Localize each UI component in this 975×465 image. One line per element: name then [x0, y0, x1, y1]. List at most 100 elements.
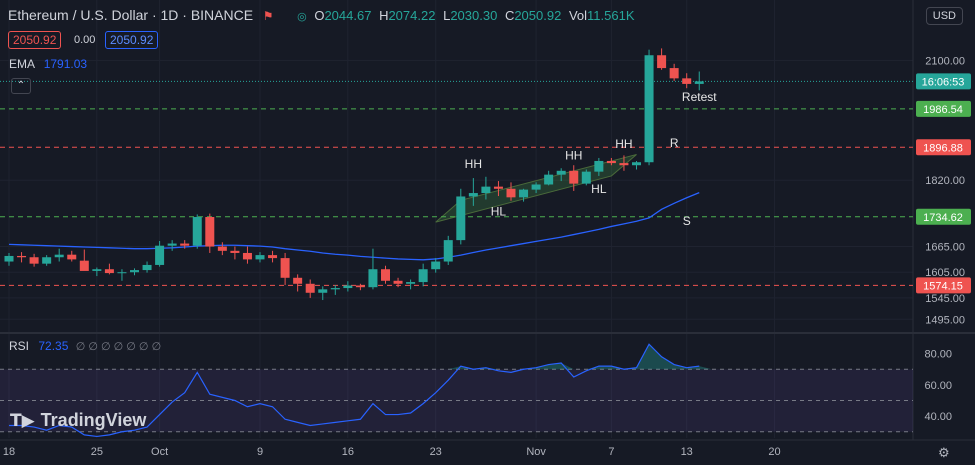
buy-button[interactable]: 2050.92 [105, 31, 159, 49]
level-label: 1734.62 [923, 212, 963, 224]
level-label-bg [916, 139, 971, 156]
ema-value: 1791.03 [43, 57, 88, 71]
candle-body [54, 254, 64, 258]
annotation-hl: HL [591, 182, 607, 196]
candle-body [418, 269, 428, 283]
candle-body [456, 196, 466, 241]
candle-body [393, 280, 403, 284]
time-label-bg [916, 73, 971, 90]
rsi-value: 72.35 [38, 339, 69, 353]
date-axis-label: 13 [681, 446, 693, 458]
market-status-icon: ◎ [297, 11, 307, 23]
candle-body [330, 288, 340, 290]
candle-body [117, 272, 127, 274]
candle-body [230, 250, 240, 253]
flag-icon[interactable]: ⚑ [262, 9, 274, 23]
date-axis-label: Oct [151, 446, 168, 458]
candle-body [92, 269, 102, 271]
sell-button[interactable]: 2050.92 [8, 31, 62, 49]
level-label: 1896.88 [923, 142, 963, 154]
level-label: 1574.15 [923, 280, 963, 292]
candle-body [79, 260, 89, 271]
candle-body [104, 269, 114, 274]
symbol-title[interactable]: Ethereum / U.S. Dollar · 1D · BINANCE [8, 7, 254, 23]
price-axis-label: 1820.00 [925, 175, 965, 187]
candle-body [318, 289, 328, 293]
candle-body [493, 186, 503, 189]
collapse-legend-icon[interactable]: ⌃ [11, 78, 31, 94]
candle-body [280, 258, 290, 278]
candle-body [368, 269, 378, 288]
countdown-label: 16:06:53 [922, 76, 965, 88]
candle-body [544, 174, 554, 185]
price-axis-label: 1495.00 [925, 314, 965, 326]
ema-legend[interactable]: EMA 1791.03 [9, 57, 87, 71]
candle-body [443, 240, 453, 262]
low-label: L [443, 8, 451, 23]
tradingview-logo[interactable]: 𝗧▶ TradingView [10, 410, 146, 431]
price-axis-label: 2100.00 [925, 55, 965, 67]
ema-line [8, 192, 700, 261]
candle-body [130, 270, 139, 273]
candle-body [619, 163, 629, 166]
candle-body [556, 170, 566, 175]
spread-value: 0.00 [74, 34, 96, 46]
date-axis-label: 9 [257, 446, 263, 458]
date-axis-label: 7 [608, 446, 614, 458]
candle-body [468, 193, 478, 197]
annotation-hh: HH [565, 149, 582, 163]
candle-body [29, 257, 39, 264]
currency-select[interactable]: USD [925, 7, 963, 25]
annotation-s: S [683, 214, 691, 228]
candle-body [155, 245, 165, 265]
candle-body [268, 255, 278, 259]
close-label: C [504, 8, 515, 23]
date-axis-label: Nov [526, 446, 546, 458]
candle-body [682, 78, 692, 84]
rsi-label: RSI [9, 339, 30, 353]
date-axis-label: 18 [3, 446, 15, 458]
candle-body [67, 254, 77, 260]
candle-body [506, 188, 516, 198]
volume-label: Vol [568, 8, 588, 23]
candle-body [205, 217, 215, 247]
candle-body [606, 160, 616, 164]
candle-body [217, 246, 227, 251]
level-label-bg [916, 100, 971, 117]
annotation-hh: HH [465, 157, 482, 171]
candle-body [657, 55, 667, 69]
candle-body [305, 283, 315, 293]
candle-body [694, 81, 704, 84]
settings-gear-icon[interactable]: ⚙ [938, 445, 950, 460]
rsi-axis-label: 80.00 [924, 349, 952, 361]
rsi-axis-label: 40.00 [924, 411, 952, 423]
candle-body [255, 255, 265, 260]
tradingview-wordmark: TradingView [40, 410, 147, 430]
annotation-hh: HH [615, 137, 632, 151]
level-label-bg [916, 208, 971, 225]
candle-body [167, 243, 177, 246]
candle-body [519, 189, 529, 198]
candle-body [569, 170, 579, 184]
ema-label: EMA [9, 57, 35, 71]
close-value: 2050.92 [514, 8, 562, 23]
level-label-bg [916, 277, 971, 294]
candle-body [355, 285, 365, 288]
candle-body [406, 282, 416, 284]
annotation-retest: Retest [682, 90, 717, 104]
rsi-legend[interactable]: RSI 72.35 ∅ ∅ ∅ ∅ ∅ ∅ ∅ [9, 339, 161, 353]
annotation-hl: HL [491, 204, 507, 218]
high-label: H [379, 8, 389, 23]
annotation-r: R [670, 136, 679, 150]
price-axis-label: 1545.00 [925, 293, 965, 305]
price-axis-label: 1605.00 [925, 267, 965, 279]
open-label: O [314, 8, 325, 23]
candle-body [594, 160, 604, 172]
candle-body [644, 55, 654, 163]
date-axis-label: 20 [768, 446, 780, 458]
candle-body [142, 264, 152, 271]
candle-body [531, 184, 541, 190]
candle-body [481, 186, 491, 194]
symbol-info: Ethereum / U.S. Dollar · 1D · BINANCE ⚑ … [8, 7, 635, 23]
